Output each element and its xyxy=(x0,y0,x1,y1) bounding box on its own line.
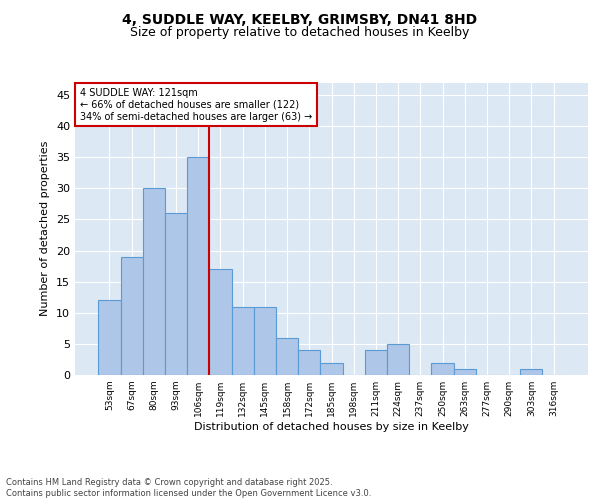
Bar xyxy=(98,300,121,375)
Bar xyxy=(298,350,320,375)
Bar xyxy=(254,306,276,375)
Bar xyxy=(121,257,143,375)
Bar xyxy=(276,338,298,375)
Bar xyxy=(187,157,209,375)
Bar xyxy=(165,213,187,375)
Bar xyxy=(365,350,387,375)
Bar xyxy=(232,306,254,375)
Text: 4 SUDDLE WAY: 121sqm
← 66% of detached houses are smaller (122)
34% of semi-deta: 4 SUDDLE WAY: 121sqm ← 66% of detached h… xyxy=(80,88,313,122)
Bar xyxy=(320,362,343,375)
Bar xyxy=(143,188,165,375)
Bar xyxy=(520,369,542,375)
Text: Contains HM Land Registry data © Crown copyright and database right 2025.
Contai: Contains HM Land Registry data © Crown c… xyxy=(6,478,371,498)
Bar xyxy=(431,362,454,375)
Bar xyxy=(387,344,409,375)
Bar xyxy=(209,269,232,375)
Y-axis label: Number of detached properties: Number of detached properties xyxy=(40,141,50,316)
Text: 4, SUDDLE WAY, KEELBY, GRIMSBY, DN41 8HD: 4, SUDDLE WAY, KEELBY, GRIMSBY, DN41 8HD xyxy=(122,12,478,26)
X-axis label: Distribution of detached houses by size in Keelby: Distribution of detached houses by size … xyxy=(194,422,469,432)
Bar xyxy=(454,369,476,375)
Text: Size of property relative to detached houses in Keelby: Size of property relative to detached ho… xyxy=(130,26,470,39)
